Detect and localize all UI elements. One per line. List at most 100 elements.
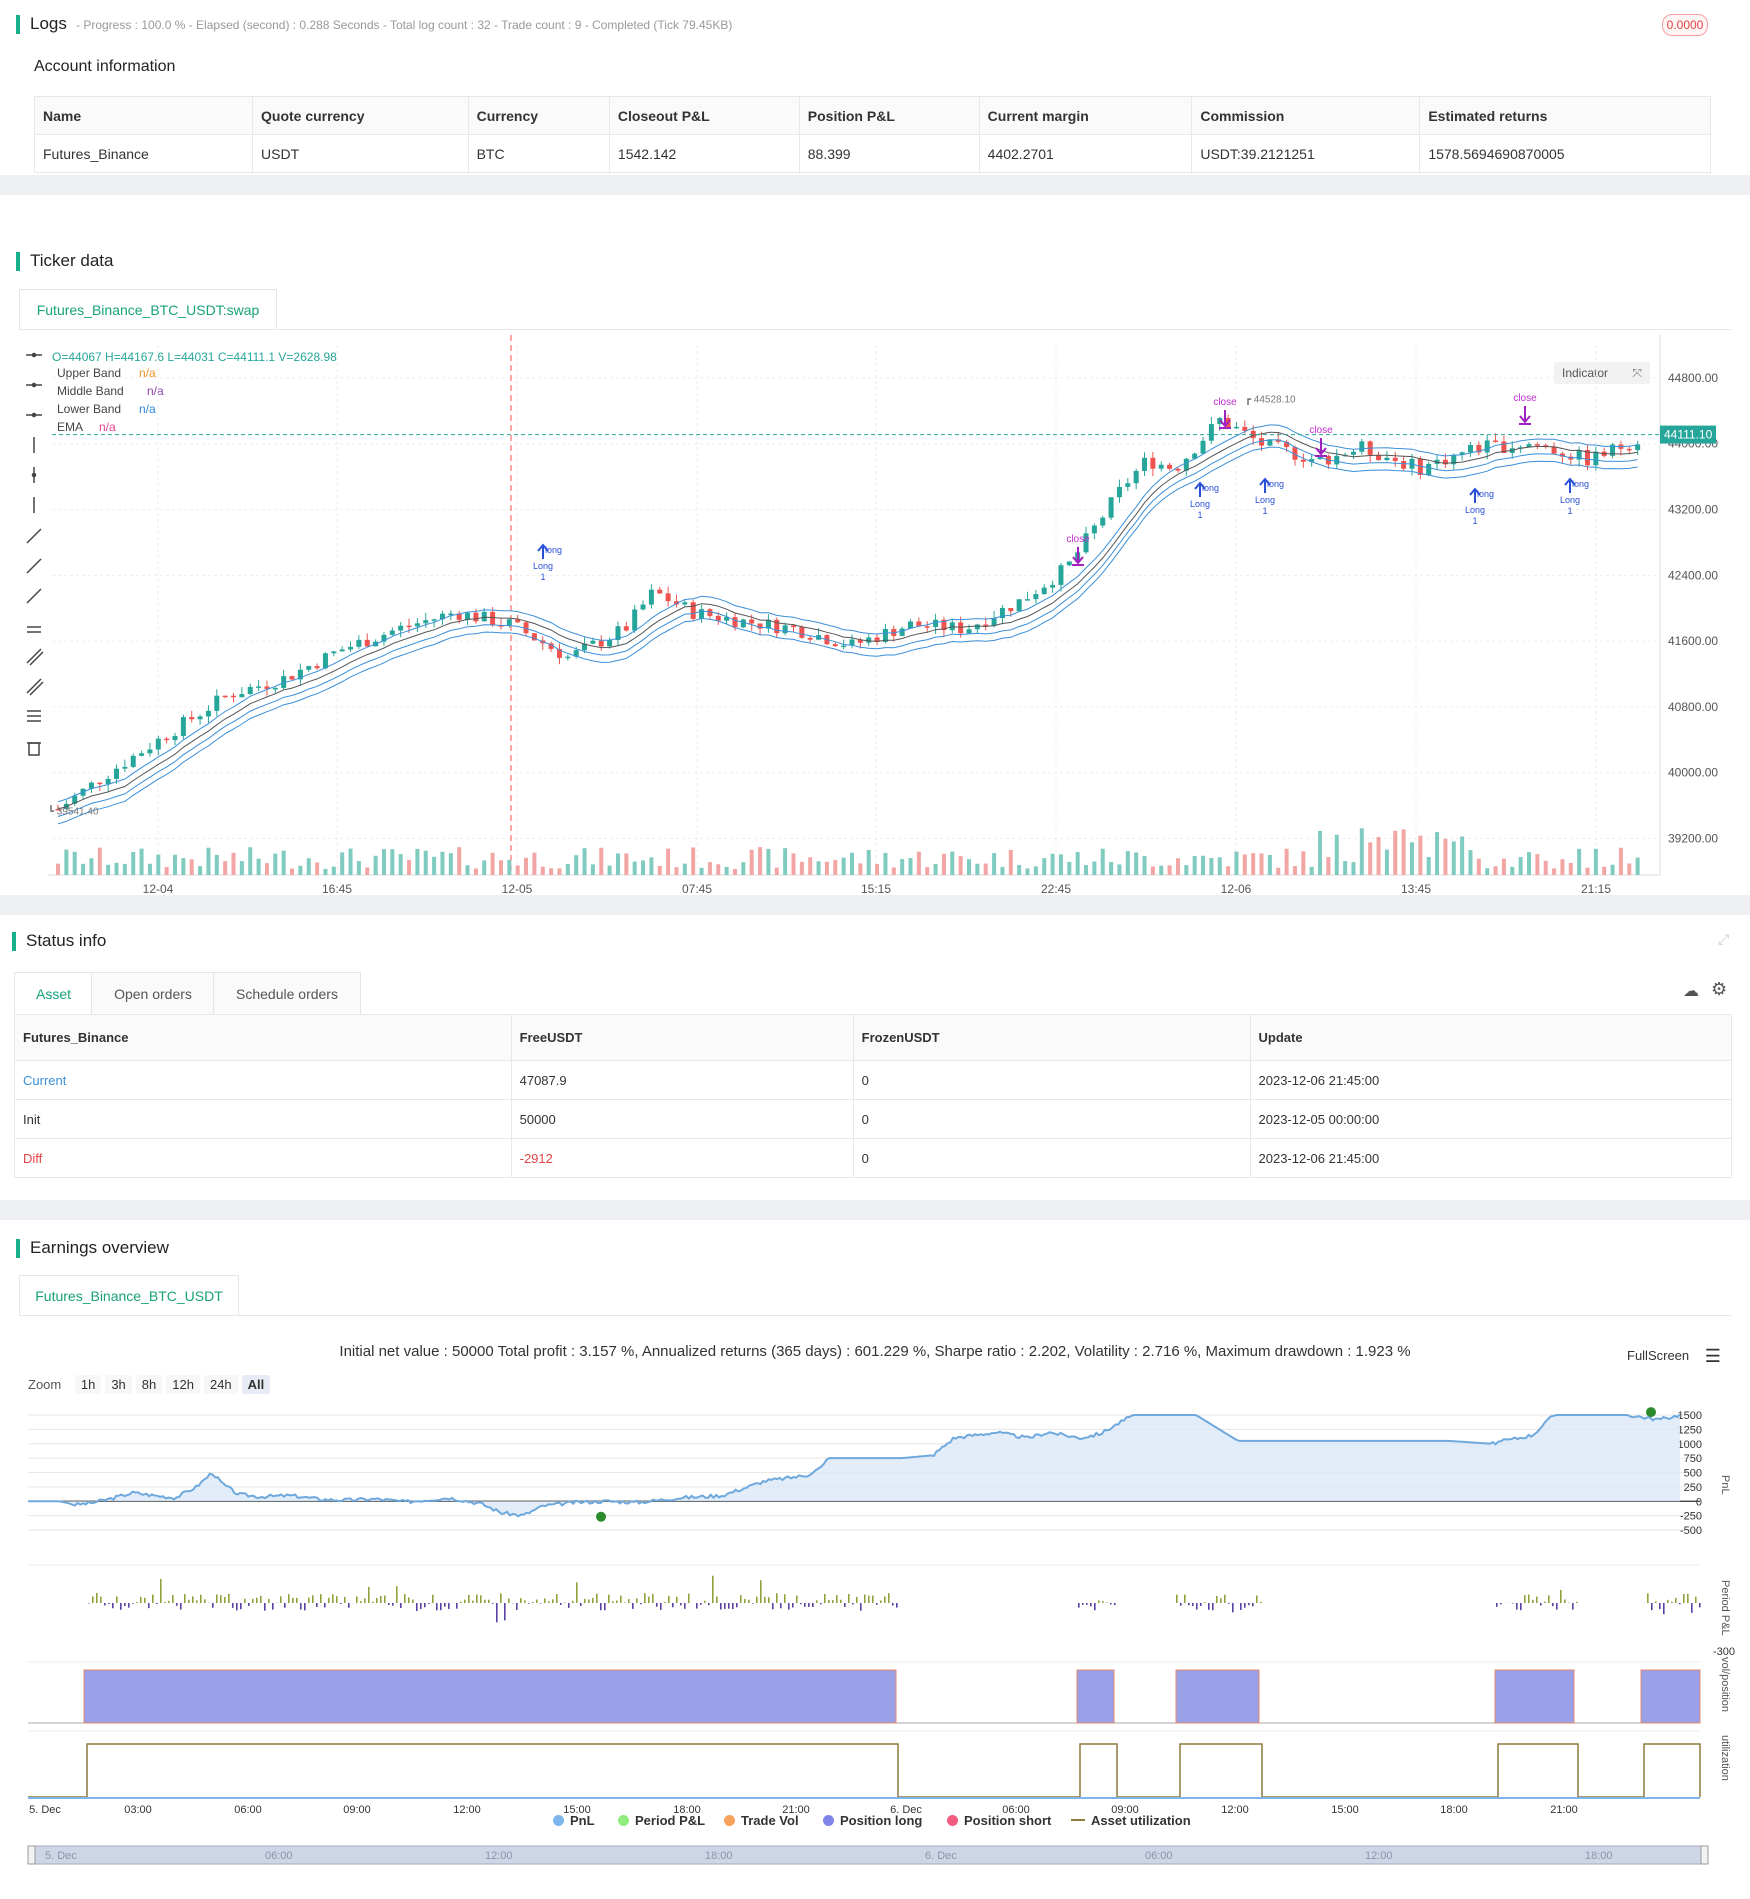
- status-tab-open-orders[interactable]: Open orders: [91, 972, 215, 1015]
- candle: [682, 599, 688, 607]
- period-bar: [496, 1603, 498, 1623]
- volume-bar: [1276, 867, 1281, 875]
- legend-item-trade-vol[interactable]: Trade Vol: [724, 1813, 799, 1828]
- fullscreen-button[interactable]: FullScreen ☰: [1627, 1346, 1721, 1367]
- period-bar: [660, 1603, 662, 1610]
- candle: [289, 675, 295, 681]
- legend-row[interactable]: Upper Band n/a: [57, 366, 164, 384]
- legend-item-period-p-l[interactable]: Period P&L: [618, 1813, 705, 1828]
- volume-bar: [1084, 865, 1089, 875]
- volume-bar: [1409, 842, 1414, 875]
- hamburger-menu-icon[interactable]: ☰: [1704, 1346, 1721, 1366]
- volume-bar: [348, 848, 353, 875]
- ticker-tab-underline: [19, 329, 1731, 330]
- zoom-button-3h[interactable]: 3h: [105, 1375, 132, 1394]
- volume-bar: [323, 868, 328, 875]
- volume-bar: [1242, 854, 1247, 875]
- zoom-button-12h[interactable]: 12h: [166, 1375, 200, 1394]
- period-bar: [204, 1599, 206, 1603]
- navigator-right-handle[interactable]: [1700, 1845, 1709, 1865]
- candle: [799, 625, 805, 639]
- indicator-button[interactable]: Indicator ⤧: [1554, 362, 1650, 384]
- period-bar: [372, 1601, 374, 1603]
- volume-bar: [156, 854, 161, 875]
- navigator-left-handle[interactable]: [27, 1845, 36, 1865]
- volume-bar: [758, 847, 763, 875]
- drawing-tools-icons[interactable]: [22, 345, 46, 775]
- position-long-block: [1175, 1669, 1260, 1724]
- period-bar: [1110, 1603, 1112, 1605]
- status-tab-schedule-orders[interactable]: Schedule orders: [213, 972, 361, 1015]
- candle: [999, 605, 1005, 625]
- candle: [1384, 450, 1390, 462]
- candle: [941, 616, 947, 637]
- candle: [1233, 421, 1239, 429]
- candle: [264, 680, 270, 696]
- logs-badge[interactable]: 0.0000: [1662, 14, 1708, 36]
- legend-label: PnL: [570, 1813, 595, 1828]
- volume-bar: [1326, 857, 1331, 875]
- account-col-header: Position P&L: [798, 96, 980, 135]
- indicator-legend: Upper Band n/a Middle Band n/a Lower Band n/a…: [57, 366, 164, 438]
- candlestick-chart[interactable]: 44800.0044000.0043200.0042400.0041600.00…: [0, 335, 1750, 895]
- time-axis-label: 15:15: [861, 882, 891, 895]
- legend-item-pnl[interactable]: PnL: [553, 1813, 595, 1828]
- period-bar: [1536, 1596, 1538, 1603]
- settings-icon[interactable]: ⚙: [1711, 979, 1728, 999]
- ticker-tab[interactable]: Futures_Binance_BTC_USDT:swap: [19, 289, 277, 330]
- period-bar: [572, 1600, 574, 1603]
- svg-text:long: long: [1202, 483, 1219, 493]
- legend-row[interactable]: Middle Band n/a: [57, 384, 164, 402]
- candle: [1576, 446, 1582, 467]
- volume-bar: [641, 860, 646, 875]
- period-bar: [392, 1603, 394, 1606]
- volume-bar: [206, 847, 211, 875]
- volume-bar: [657, 865, 662, 875]
- period-bar: [888, 1593, 890, 1603]
- candle: [1175, 467, 1181, 473]
- zoom-button-All[interactable]: All: [241, 1375, 271, 1394]
- candle: [1610, 442, 1616, 459]
- candle: [1125, 478, 1131, 492]
- period-bar: [1691, 1603, 1693, 1613]
- legend-item-asset-utilization[interactable]: Asset utilization: [1071, 1813, 1191, 1828]
- candle: [1133, 468, 1139, 490]
- volume-bar: [189, 859, 194, 875]
- period-bar: [1090, 1603, 1092, 1607]
- pnl-axis-label: 500: [1684, 1468, 1702, 1480]
- time-axis-label: 22:45: [1041, 882, 1071, 895]
- period-axis-label: -300: [1713, 1646, 1735, 1658]
- zoom-button-1h[interactable]: 1h: [74, 1375, 102, 1394]
- volume-bar: [139, 848, 144, 875]
- legend-row[interactable]: Lower Band n/a: [57, 402, 164, 420]
- period-bar: [180, 1603, 182, 1610]
- period-bar: [172, 1594, 174, 1603]
- close-signal: close: [1309, 425, 1333, 457]
- period-bar: [188, 1599, 190, 1603]
- cloud-download-icon[interactable]: ☁: [1683, 983, 1699, 1000]
- earnings-tab[interactable]: Futures_Binance_BTC_USDT: [19, 1275, 239, 1316]
- earnings-chart[interactable]: 1500 1250 1000 750 500 250 0 -250 -500 PnL -300 Per…: [0, 1405, 1750, 1884]
- period-bar: [1216, 1595, 1218, 1603]
- status-expand-icon[interactable]: ⤢: [1718, 931, 1730, 947]
- candle: [607, 637, 613, 649]
- legend-item-position-long[interactable]: Position long: [823, 1813, 922, 1828]
- volume-bar: [1618, 847, 1623, 875]
- legend-row[interactable]: EMA n/a: [57, 420, 164, 438]
- legend-item-position-short[interactable]: Position short: [947, 1813, 1051, 1828]
- candle: [640, 600, 646, 611]
- zoom-button-8h[interactable]: 8h: [135, 1375, 163, 1394]
- period-bar: [244, 1598, 246, 1603]
- position-axis-title: vol/position: [1719, 1657, 1731, 1712]
- period-bar: [1564, 1599, 1566, 1603]
- volume-bar: [214, 854, 219, 875]
- period-bar: [1114, 1603, 1116, 1606]
- status-tab-asset[interactable]: Asset: [14, 972, 93, 1015]
- period-bar: [284, 1603, 286, 1608]
- zoom-button-24h[interactable]: 24h: [203, 1375, 238, 1394]
- period-bar: [576, 1582, 578, 1603]
- period-bar: [632, 1603, 634, 1609]
- candle: [205, 705, 211, 723]
- volume-bar: [1318, 830, 1323, 875]
- pnl-axis-label: -500: [1680, 1525, 1702, 1537]
